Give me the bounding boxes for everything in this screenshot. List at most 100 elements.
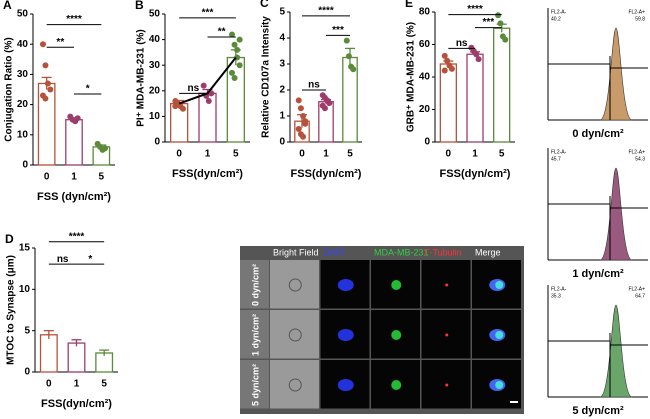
column-header: MDA-MB-231 xyxy=(374,247,429,257)
y-tick-label: 10 xyxy=(19,284,31,295)
panel-label: A xyxy=(3,0,12,12)
row-label-bg xyxy=(240,310,269,359)
cell xyxy=(391,330,402,340)
gate-percent: 64.7 xyxy=(635,293,645,299)
y-tick-label: 10 xyxy=(17,129,29,140)
significance-label: * xyxy=(86,84,90,95)
y-tick-label: 40 xyxy=(17,39,29,50)
x-tick-label: 0 xyxy=(446,149,452,160)
gate-label: FL2-A- xyxy=(551,286,567,292)
bar xyxy=(439,63,457,143)
column-header: Merge xyxy=(475,247,501,257)
significance-label: ns xyxy=(456,38,468,49)
flow-condition: 1 dyn/cm² xyxy=(572,268,624,280)
data-point xyxy=(502,36,509,43)
nucleus xyxy=(337,279,354,291)
y-axis-label: Conjugation Ratio (%) xyxy=(4,37,15,141)
cell-bf xyxy=(288,278,302,292)
y-tick-label: 50 xyxy=(17,9,29,20)
x-axis-label: FSS(dyn/cm²) xyxy=(291,168,362,180)
merge-cell xyxy=(495,281,504,289)
merge-cell xyxy=(495,331,504,339)
y-tick-label: 0 xyxy=(154,137,160,148)
x-tick-label: 1 xyxy=(71,172,77,183)
x-tick-label: 1 xyxy=(74,379,80,390)
x-axis-label: FSS(dyn/cm²) xyxy=(41,398,112,410)
y-tick-label: 0 xyxy=(22,160,28,171)
gate-label: FL2-A- xyxy=(551,149,567,155)
data-point xyxy=(172,103,179,110)
data-point xyxy=(326,100,333,106)
x-tick-label: 5 xyxy=(99,172,105,183)
row-label: 5 dyn/cm² xyxy=(250,364,260,406)
y-tick-label: 2 xyxy=(279,85,285,96)
row-label: 0 dyn/cm² xyxy=(250,264,260,306)
panel-label: C xyxy=(260,0,269,10)
significance-label: ** xyxy=(218,27,226,38)
significance-label: *** xyxy=(202,7,214,18)
significance-label: **** xyxy=(467,4,483,15)
x-tick-label: 1 xyxy=(323,149,329,160)
data-point xyxy=(300,113,307,119)
x-axis-label: FSS(dyn/cm²) xyxy=(172,168,243,180)
data-point xyxy=(47,86,54,93)
significance-label: *** xyxy=(332,25,344,36)
tubulin xyxy=(445,333,449,337)
y-tick-label: 15 xyxy=(19,243,31,254)
data-point xyxy=(74,115,81,122)
flow-histogram xyxy=(599,167,633,261)
data-point xyxy=(102,145,109,152)
x-tick-label: 5 xyxy=(101,379,107,390)
y-tick-label: 80 xyxy=(419,7,431,18)
x-tick-label: 5 xyxy=(347,149,353,160)
data-point xyxy=(200,82,207,89)
flow-histogram xyxy=(599,27,633,121)
x-tick-label: 1 xyxy=(472,149,478,160)
cell-bf xyxy=(288,378,302,392)
y-tick-label: 0 xyxy=(279,137,285,148)
y-tick-label: 60 xyxy=(419,39,431,50)
nucleus xyxy=(337,379,354,391)
data-point xyxy=(345,53,352,60)
data-point xyxy=(39,41,46,48)
data-point xyxy=(343,37,350,44)
data-point xyxy=(236,36,243,43)
data-point xyxy=(231,75,238,81)
x-tick-label: 5 xyxy=(233,149,239,160)
data-point xyxy=(42,62,49,69)
y-tick-label: 40 xyxy=(149,34,161,45)
bar xyxy=(67,342,86,373)
flow-condition: 0 dyn/cm² xyxy=(572,128,624,140)
data-point xyxy=(475,56,482,63)
data-point xyxy=(234,46,241,53)
data-point xyxy=(441,67,448,74)
data-point xyxy=(441,52,448,59)
data-point xyxy=(179,105,186,112)
nucleus xyxy=(337,329,354,341)
micrograph-image xyxy=(270,360,319,409)
y-tick-label: 10 xyxy=(149,111,161,122)
gate-percent: 54.3 xyxy=(635,156,645,162)
panel-label: D xyxy=(5,232,14,246)
y-axis-label: GRB⁺ MDA-MB-231 (%) xyxy=(406,22,417,132)
y-tick-label: 20 xyxy=(17,99,29,110)
gate-label: FL2-A- xyxy=(551,9,567,15)
significance-label: ** xyxy=(56,37,64,48)
x-tick-label: 5 xyxy=(499,149,505,160)
bar xyxy=(226,56,245,143)
data-point xyxy=(229,31,236,38)
data-point xyxy=(473,51,480,58)
column-header: Bright Field xyxy=(273,247,319,257)
y-tick-label: 5 xyxy=(279,7,285,18)
significance-label: **** xyxy=(69,231,85,242)
bar xyxy=(466,53,484,143)
y-tick-label: 20 xyxy=(149,85,161,96)
row-label-bg xyxy=(240,260,269,309)
y-tick-label: 5 xyxy=(24,325,30,336)
data-point xyxy=(236,62,243,69)
x-tick-label: 0 xyxy=(46,379,52,390)
data-point xyxy=(448,65,455,72)
tubulin xyxy=(445,383,449,387)
row-label: 1 dyn/cm² xyxy=(250,314,260,356)
merge-cell xyxy=(495,381,504,389)
